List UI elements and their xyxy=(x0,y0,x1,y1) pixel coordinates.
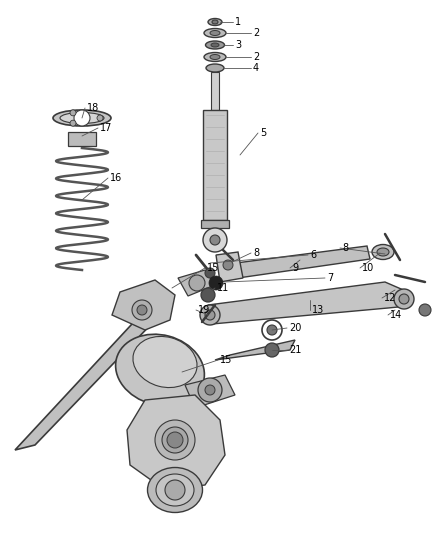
Polygon shape xyxy=(15,310,160,450)
Ellipse shape xyxy=(206,64,224,72)
Polygon shape xyxy=(236,246,370,278)
Text: 9: 9 xyxy=(292,263,298,273)
Ellipse shape xyxy=(133,336,197,387)
Circle shape xyxy=(167,432,183,448)
Circle shape xyxy=(223,260,233,270)
Circle shape xyxy=(267,325,277,335)
Polygon shape xyxy=(178,270,215,296)
Circle shape xyxy=(419,304,431,316)
Circle shape xyxy=(210,235,220,245)
Text: 13: 13 xyxy=(312,305,324,315)
Circle shape xyxy=(137,305,147,315)
Ellipse shape xyxy=(116,334,205,406)
Text: 8: 8 xyxy=(342,243,348,253)
Bar xyxy=(201,220,229,228)
Circle shape xyxy=(70,120,76,126)
Text: 12: 12 xyxy=(384,293,396,303)
Text: 19: 19 xyxy=(198,305,210,315)
Circle shape xyxy=(97,115,103,121)
Ellipse shape xyxy=(204,52,226,61)
Circle shape xyxy=(132,300,152,320)
Ellipse shape xyxy=(210,54,220,60)
Ellipse shape xyxy=(204,28,226,37)
Circle shape xyxy=(198,378,222,402)
Circle shape xyxy=(165,480,185,500)
Polygon shape xyxy=(216,252,243,282)
Text: 18: 18 xyxy=(87,103,99,113)
Text: 7: 7 xyxy=(327,273,333,283)
Text: 16: 16 xyxy=(110,173,122,183)
Circle shape xyxy=(262,320,282,340)
Ellipse shape xyxy=(53,110,111,126)
Text: 6: 6 xyxy=(310,250,316,260)
Ellipse shape xyxy=(399,294,409,304)
Circle shape xyxy=(70,110,76,116)
Circle shape xyxy=(201,288,215,302)
Ellipse shape xyxy=(212,20,218,24)
Circle shape xyxy=(205,268,215,278)
Circle shape xyxy=(203,228,227,252)
Ellipse shape xyxy=(208,19,222,26)
Text: 15: 15 xyxy=(207,263,219,273)
Polygon shape xyxy=(208,282,408,324)
Ellipse shape xyxy=(205,41,225,49)
Polygon shape xyxy=(127,395,225,490)
Circle shape xyxy=(74,110,90,126)
Text: 1: 1 xyxy=(235,17,241,27)
Text: 2: 2 xyxy=(253,28,259,38)
Ellipse shape xyxy=(210,30,220,36)
Ellipse shape xyxy=(148,467,202,513)
Text: 4: 4 xyxy=(253,63,259,73)
Text: 17: 17 xyxy=(100,123,113,133)
Ellipse shape xyxy=(211,43,219,47)
Polygon shape xyxy=(112,280,175,330)
Polygon shape xyxy=(215,340,295,360)
Polygon shape xyxy=(185,375,235,408)
Text: 5: 5 xyxy=(260,128,266,138)
Circle shape xyxy=(209,276,223,290)
Text: 21: 21 xyxy=(289,345,301,355)
Circle shape xyxy=(205,385,215,395)
Text: 14: 14 xyxy=(390,310,402,320)
Ellipse shape xyxy=(155,420,195,460)
Ellipse shape xyxy=(205,310,215,320)
Ellipse shape xyxy=(372,245,394,260)
Text: 15: 15 xyxy=(220,355,233,365)
Ellipse shape xyxy=(377,248,389,256)
Text: 2: 2 xyxy=(253,52,259,62)
Ellipse shape xyxy=(394,289,414,309)
Ellipse shape xyxy=(156,474,194,506)
Ellipse shape xyxy=(162,427,188,453)
Ellipse shape xyxy=(60,112,104,124)
Circle shape xyxy=(265,343,279,357)
Ellipse shape xyxy=(200,305,220,325)
Text: 3: 3 xyxy=(235,40,241,50)
Text: 11: 11 xyxy=(217,283,229,293)
Text: 20: 20 xyxy=(289,323,301,333)
Bar xyxy=(211,72,219,110)
Bar xyxy=(68,132,96,146)
Bar xyxy=(203,110,227,220)
Text: 8: 8 xyxy=(253,248,259,258)
Text: 10: 10 xyxy=(362,263,374,273)
Circle shape xyxy=(189,275,205,291)
